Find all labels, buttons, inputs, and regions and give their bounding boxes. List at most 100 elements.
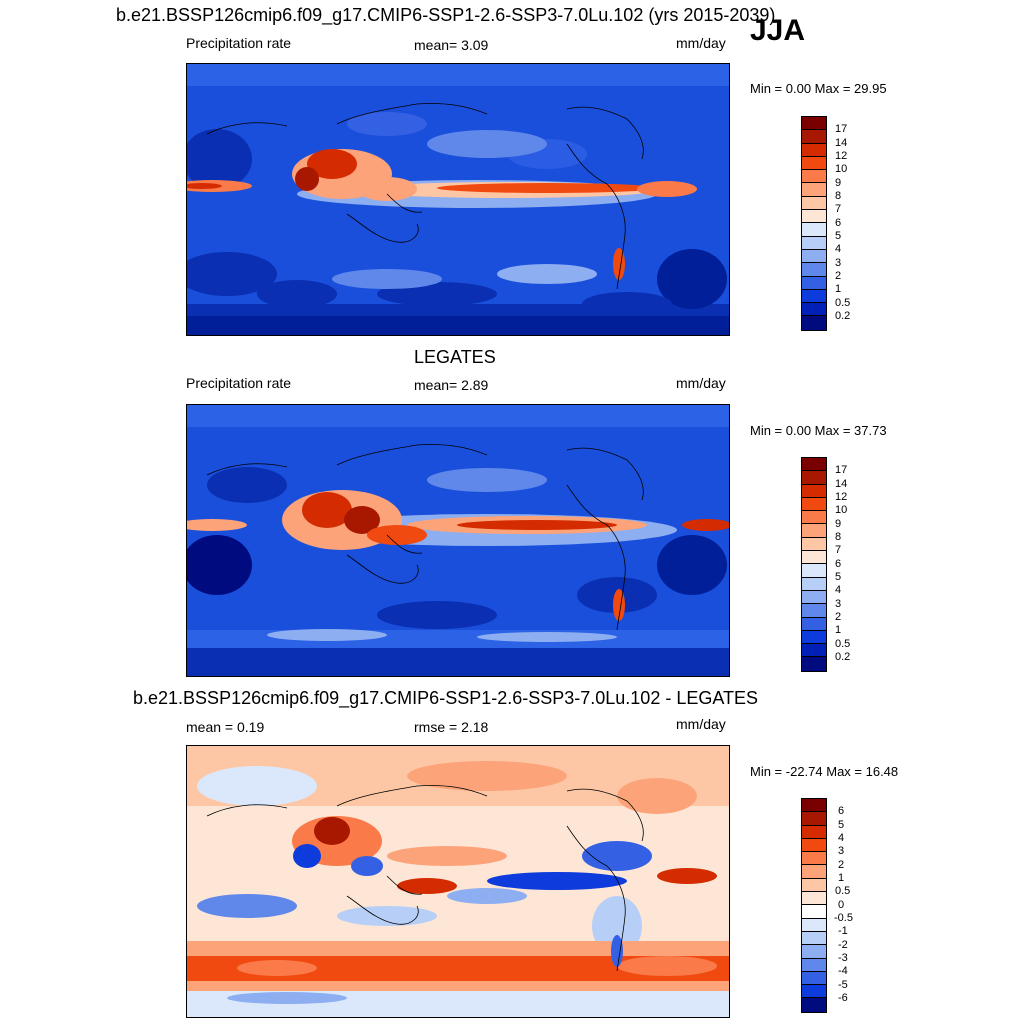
panel1-colorbar-label: 2: [835, 270, 842, 282]
colorbar-segment: [802, 183, 826, 197]
panel2-colorbar-label: 0.2: [835, 651, 851, 663]
panel3-colorbar-label: 0: [838, 899, 845, 911]
season-label: JJA: [750, 14, 806, 47]
panel1-colorbar-label: 14: [835, 137, 848, 149]
panel2-mean-label: mean= 2.89: [414, 377, 489, 393]
panel1-colorbar-label: 0.2: [835, 310, 851, 322]
panel2-observed-precip-map: [186, 404, 730, 677]
colorbar-segment: [802, 852, 826, 866]
colorbar-segment: [802, 210, 826, 224]
panel1-colorbar-label: 7: [835, 203, 842, 215]
colorbar-segment: [802, 958, 826, 972]
colorbar-segment: [802, 892, 826, 906]
colorbar-segment: [802, 630, 826, 645]
panel3-colorbar-label: 0.5: [835, 885, 851, 897]
colorbar-segment: [802, 551, 826, 565]
panel2-colorbar-label: 4: [835, 584, 842, 596]
colorbar-segment: [802, 865, 826, 879]
panel1-model-precip-map: [186, 63, 730, 336]
panel3-colorbar-label: -3: [838, 952, 848, 964]
panel3-colorbar-label: -1: [838, 925, 848, 937]
colorbar-segment: [802, 918, 826, 932]
panel3-units-label: mm/day: [676, 716, 726, 732]
colorbar-segment: [802, 537, 826, 552]
panel2-units-label: mm/day: [676, 375, 726, 391]
panel1-colorbar: [801, 116, 827, 331]
colorbar-segment: [802, 249, 826, 264]
colorbar-segment: [802, 143, 826, 157]
colorbar-segment: [802, 170, 826, 184]
panel2-colorbar: [801, 457, 827, 672]
panel3-minmax-label: Min = -22.74 Max = 16.48: [750, 764, 899, 779]
panel1-colorbar-label: 5: [835, 230, 842, 242]
panel2-colorbar-label: 9: [835, 518, 842, 530]
colorbar-segment: [802, 985, 826, 999]
colorbar-segment: [802, 838, 826, 853]
panel2-colorbar-label: 3: [835, 598, 842, 610]
panel2-colorbar-label: 5: [835, 571, 842, 583]
panel1-title: b.e21.BSSP126cmip6.f09_g17.CMIP6-SSP1-2.…: [116, 5, 776, 25]
panel2-colorbar-label: 0.5: [835, 638, 851, 650]
colorbar-segment: [802, 156, 826, 171]
panel2-minmax-label: Min = 0.00 Max = 37.73: [750, 423, 887, 438]
colorbar-segment: [802, 998, 826, 1012]
panel1-colorbar-label: 10: [835, 163, 848, 175]
colorbar-segment: [802, 117, 826, 131]
panel2-colorbar-label: 6: [835, 558, 842, 570]
panel3-colorbar-label: 1: [838, 872, 845, 884]
panel2-colorbar-label: 14: [835, 478, 848, 490]
colorbar-segment: [802, 590, 826, 605]
colorbar-segment: [802, 812, 826, 826]
panel1-colorbar-label: 9: [835, 177, 842, 189]
colorbar-segment: [802, 511, 826, 525]
panel3-colorbar-label: -0.5: [834, 912, 853, 924]
colorbar-segment: [802, 236, 826, 250]
panel3-colorbar: [801, 798, 827, 1013]
panel2-colorbar-label: 8: [835, 531, 842, 543]
colorbar-segment: [802, 223, 826, 237]
panel3-colorbar-label: 6: [838, 805, 845, 817]
colorbar-segment: [802, 617, 826, 631]
colorbar-segment: [802, 458, 826, 472]
colorbar-segment: [802, 484, 826, 498]
panel1-colorbar-label: 12: [835, 150, 848, 162]
colorbar-segment: [802, 471, 826, 485]
panel3-colorbar-label: -2: [838, 939, 848, 951]
colorbar-segment: [802, 945, 826, 959]
colorbar-segment: [802, 564, 826, 578]
panel1-colorbar-label: 4: [835, 243, 842, 255]
colorbar-segment: [802, 577, 826, 591]
panel1-colorbar-label: 17: [835, 123, 848, 135]
panel2-colorbar-label: 10: [835, 504, 848, 516]
panel1-units-label: mm/day: [676, 35, 726, 51]
panel3-colorbar-label: 2: [838, 859, 845, 871]
colorbar-segment: [802, 905, 826, 919]
panel1-colorbar-label: 3: [835, 257, 842, 269]
panel3-colorbar-label: 3: [838, 845, 845, 857]
panel3-title: b.e21.BSSP126cmip6.f09_g17.CMIP6-SSP1-2.…: [133, 688, 759, 708]
colorbar-segment: [802, 196, 826, 211]
panel3-mean-label: mean = 0.19: [186, 719, 265, 735]
colorbar-segment: [802, 657, 826, 671]
colorbar-segment: [802, 497, 826, 512]
colorbar-segment: [802, 931, 826, 946]
colorbar-segment: [802, 263, 826, 277]
panel1-colorbar-label: 6: [835, 217, 842, 229]
panel2-title: LEGATES: [414, 347, 496, 367]
panel3-colorbar-label: -5: [838, 979, 848, 991]
colorbar-segment: [802, 276, 826, 290]
colorbar-segment: [802, 604, 826, 618]
panel2-colorbar-label: 1: [835, 624, 842, 636]
panel1-mean-label: mean= 3.09: [414, 37, 489, 53]
colorbar-segment: [802, 644, 826, 658]
panel1-colorbar-label: 1: [835, 283, 842, 295]
panel1-colorbar-label: 8: [835, 190, 842, 202]
panel3-colorbar-label: 5: [838, 819, 845, 831]
colorbar-segment: [802, 971, 826, 986]
colorbar-segment: [802, 825, 826, 839]
panel2-colorbar-label: 2: [835, 611, 842, 623]
panel3-rmse-label: rmse = 2.18: [414, 719, 489, 735]
colorbar-segment: [802, 316, 826, 330]
panel3-difference-map: [186, 745, 730, 1018]
panel3-colorbar-label: -6: [838, 992, 848, 1004]
